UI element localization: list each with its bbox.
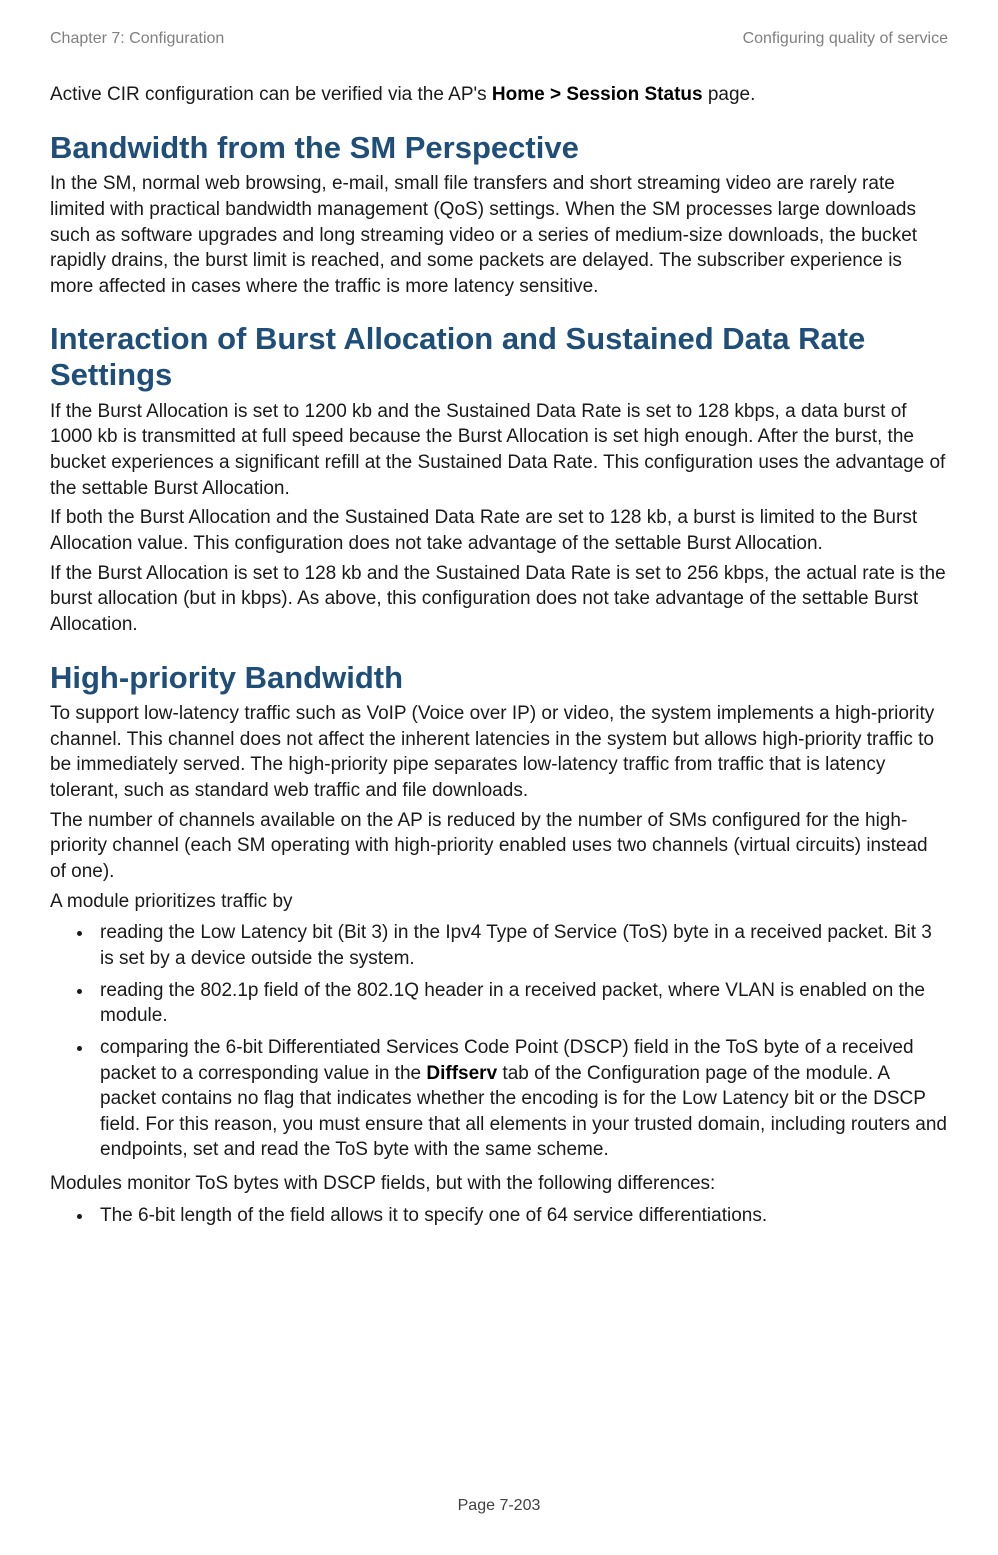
section3-title: High-priority Bandwidth (50, 660, 948, 696)
spacer (50, 1236, 948, 1467)
page-footer: Page 7-203 (50, 1497, 948, 1515)
section2-p3: If the Burst Allocation is set to 128 kb… (50, 561, 948, 638)
section3-bullets-b: The 6-bit length of the field allows it … (50, 1203, 948, 1235)
section1-p1: In the SM, normal web browsing, e-mail, … (50, 171, 948, 299)
section3-p4: Modules monitor ToS bytes with DSCP fiel… (50, 1171, 948, 1197)
intro-post: page. (703, 84, 756, 105)
section1-title: Bandwidth from the SM Perspective (50, 130, 948, 166)
section3-p1: To support low-latency traffic such as V… (50, 701, 948, 804)
bullet-item: reading the Low Latency bit (Bit 3) in t… (94, 920, 948, 971)
section2-p2: If both the Burst Allocation and the Sus… (50, 505, 948, 556)
b3-bold: Diffserv (426, 1063, 497, 1084)
header-left: Chapter 7: Configuration (50, 30, 224, 48)
page-root: Chapter 7: Configuration Configuring qua… (0, 0, 998, 1555)
section3-bullets-a: reading the Low Latency bit (Bit 3) in t… (50, 920, 948, 1169)
intro-pre: Active CIR configuration can be verified… (50, 84, 492, 105)
section3-p2: The number of channels available on the … (50, 808, 948, 885)
section3-p3: A module prioritizes traffic by (50, 889, 948, 915)
bullet-item: reading the 802.1p field of the 802.1Q h… (94, 978, 948, 1029)
header-right: Configuring quality of service (743, 30, 948, 48)
bullet-item: The 6-bit length of the field allows it … (94, 1203, 948, 1229)
section2-p1: If the Burst Allocation is set to 1200 k… (50, 399, 948, 502)
bullet-item: comparing the 6-bit Differentiated Servi… (94, 1035, 948, 1163)
page-header: Chapter 7: Configuration Configuring qua… (50, 30, 948, 48)
intro-bold: Home > Session Status (492, 84, 703, 105)
intro-paragraph: Active CIR configuration can be verified… (50, 82, 948, 108)
section2-title: Interaction of Burst Allocation and Sust… (50, 321, 948, 392)
